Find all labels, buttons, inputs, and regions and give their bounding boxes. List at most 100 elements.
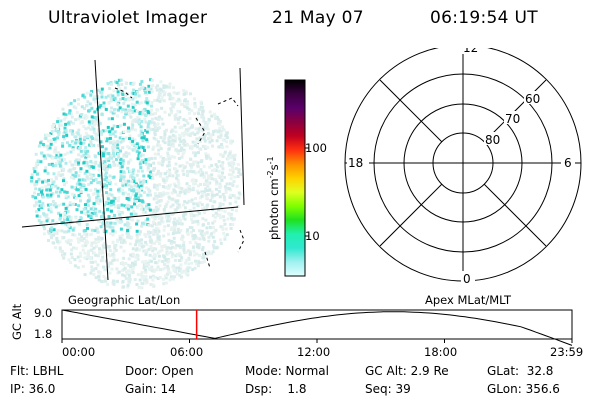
aurora-pixel: [112, 250, 116, 254]
aurora-pixel: [89, 173, 93, 177]
aurora-pixel: [159, 147, 163, 151]
aurora-pixel: [178, 186, 182, 190]
aurora-pixel: [201, 144, 205, 148]
aurora-pixel: [86, 153, 89, 157]
aurora-pixel: [127, 204, 131, 208]
aurora-pixel: [190, 212, 194, 216]
aurora-pixel: [225, 131, 229, 135]
aurora-pixel: [166, 186, 170, 190]
aurora-pixel: [225, 182, 229, 186]
aurora-pixel: [47, 231, 51, 235]
aurora-pixel: [172, 236, 176, 240]
aurora-pixel: [109, 188, 113, 192]
aurora-pixel: [78, 259, 82, 263]
aurora-pixel: [166, 252, 170, 256]
aurora-pixel: [188, 249, 192, 253]
aurora-pixel: [112, 279, 115, 283]
aurora-pixel: [202, 126, 206, 130]
aurora-pixel: [100, 145, 104, 149]
aurora-pixel: [77, 153, 81, 157]
aurora-pixel: [134, 118, 138, 121]
aurora-pixel: [121, 263, 125, 267]
aurora-pixel: [185, 106, 189, 110]
aurora-pixel: [162, 228, 166, 232]
aurora-pixel: [99, 104, 103, 107]
aurora-pixel: [102, 275, 106, 279]
aurora-pixel: [117, 206, 120, 209]
aurora-pixel: [149, 275, 152, 279]
aurora-pixel: [116, 164, 120, 168]
aurora-pixel: [144, 249, 148, 253]
aurora-pixel: [202, 223, 205, 227]
aurora-pixel: [151, 274, 155, 278]
aurora-pixel: [169, 107, 173, 111]
aurora-pixel: [162, 191, 165, 195]
aurora-pixel: [228, 163, 232, 167]
aurora-pixel: [132, 264, 136, 268]
aurora-pixel: [137, 146, 141, 150]
aurora-pixel: [75, 188, 79, 192]
aurora-pixel: [132, 88, 136, 92]
aurora-pixel: [110, 127, 114, 131]
aurora-pixel: [92, 192, 95, 196]
aurora-pixel: [168, 168, 171, 172]
aurora-pixel: [73, 264, 77, 268]
aurora-pixel: [213, 200, 217, 204]
aurora-pixel: [164, 158, 168, 161]
aurora-pixel: [135, 233, 139, 237]
aurora-pixel: [171, 86, 175, 90]
aurora-pixel: [154, 86, 158, 89]
aurora-pixel: [105, 139, 109, 143]
aurora-pixel: [211, 235, 215, 239]
aurora-pixel: [82, 183, 86, 187]
aurora-pixel: [214, 187, 218, 191]
aurora-pixel: [81, 178, 85, 182]
aurora-pixel: [105, 186, 109, 190]
aurora-pixel: [215, 182, 218, 186]
aurora-pixel: [120, 181, 124, 185]
aurora-pixel: [140, 80, 144, 84]
time-label: 06:19:54 UT: [430, 8, 538, 28]
aurora-pixel: [40, 204, 44, 208]
aurora-pixel: [34, 165, 38, 169]
aurora-pixel: [109, 99, 113, 103]
aurora-pixel: [153, 99, 156, 103]
aurora-pixel: [127, 273, 131, 277]
aurora-pixel: [142, 278, 146, 282]
mlt-label-18: 18: [348, 156, 363, 170]
aurora-pixel: [147, 158, 151, 162]
aurora-pixel: [188, 134, 192, 138]
mlt-label-12: 12: [463, 48, 478, 55]
aurora-pixel: [119, 157, 123, 161]
aurora-pixel: [134, 213, 138, 217]
aurora-pixel: [72, 202, 75, 206]
aurora-pixel: [146, 103, 150, 107]
aurora-pixel: [211, 133, 215, 137]
aurora-pixel: [158, 222, 162, 226]
aurora-pixel: [147, 87, 151, 91]
aurora-pixel: [173, 225, 177, 229]
aurora-pixel: [92, 202, 96, 206]
aurora-pixel: [122, 115, 126, 119]
timeline-ytick-top: 9.0: [34, 306, 53, 320]
aurora-pixel: [230, 154, 234, 157]
aurora-pixel: [77, 188, 80, 192]
aurora-pixel: [133, 278, 137, 282]
aurora-pixel: [211, 144, 214, 148]
aurora-pixel: [233, 175, 237, 179]
aurora-pixel: [55, 153, 59, 157]
aurora-pixel: [192, 253, 196, 257]
glon-readout: GLon: 356.6: [487, 382, 560, 396]
aurora-pixel: [146, 168, 150, 172]
aurora-pixel: [204, 179, 208, 183]
aurora-pixel: [106, 197, 110, 201]
aurora-pixel: [190, 226, 194, 230]
aurora-pixel: [105, 191, 108, 195]
aurora-pixel: [166, 151, 170, 155]
aurora-pixel: [221, 171, 224, 175]
aurora-pixel: [180, 125, 184, 129]
aurora-pixel: [218, 176, 222, 179]
aurora-pixel: [170, 226, 174, 230]
aurora-pixel: [69, 242, 72, 246]
dial-diagonal: [483, 183, 547, 247]
